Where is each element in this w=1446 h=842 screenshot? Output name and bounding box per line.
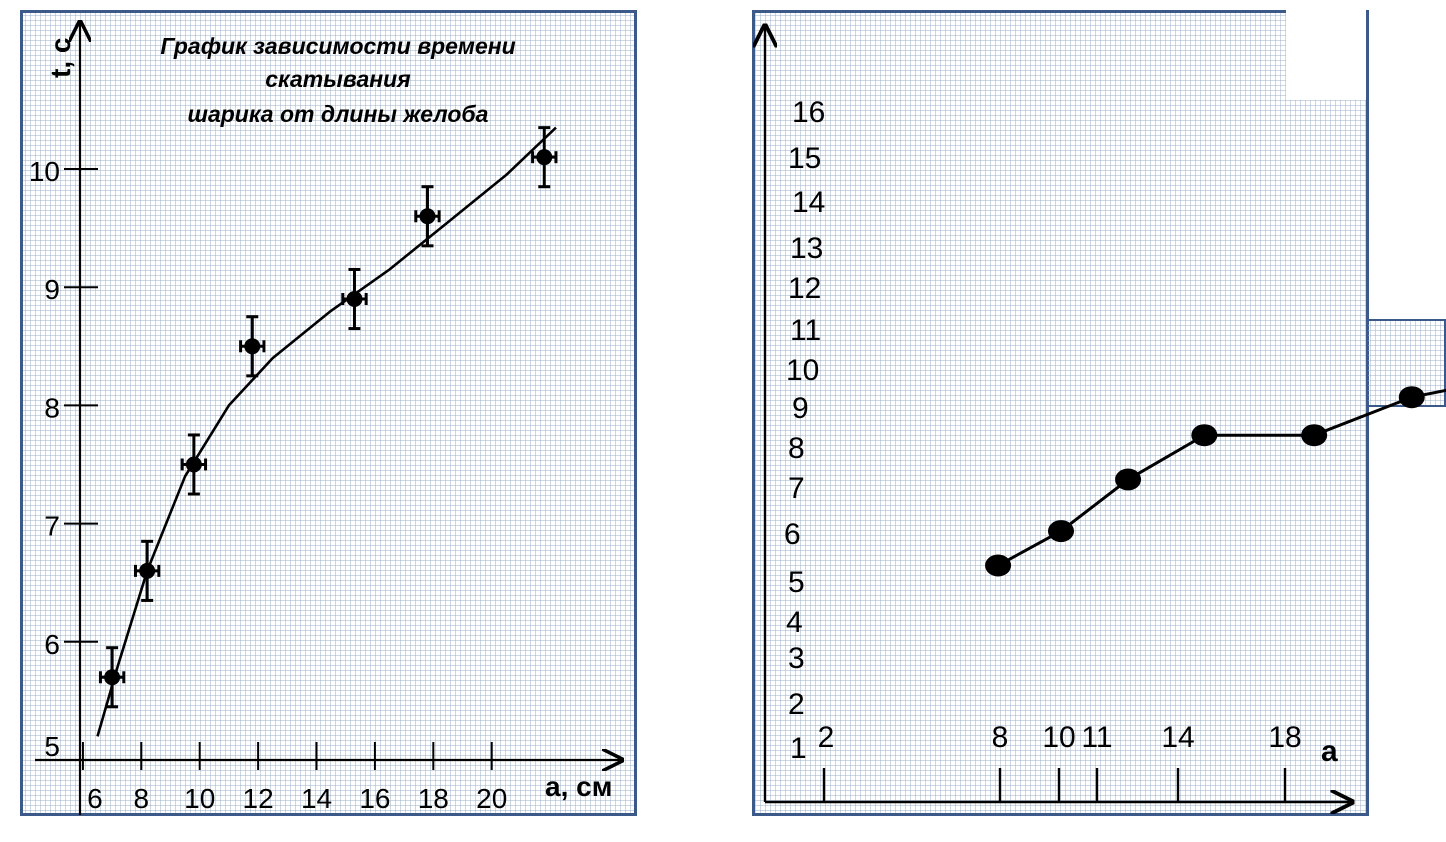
right-y-tick-label: 4 bbox=[786, 606, 803, 639]
right-y-tick-label: 2 bbox=[788, 688, 805, 721]
right-data-point bbox=[1191, 424, 1218, 447]
left-x-tick-label: 18 bbox=[418, 783, 449, 814]
right-data-point bbox=[1115, 468, 1142, 491]
blank-label-box bbox=[1286, 8, 1366, 100]
left-y-tick-label: 6 bbox=[44, 629, 60, 660]
right-x-tick-label: 10 bbox=[1042, 721, 1075, 754]
left-data-point bbox=[346, 291, 363, 308]
left-x-axis-label: a, см bbox=[545, 771, 612, 802]
left-chart-title-line: шарика от длины желоба bbox=[188, 101, 489, 127]
right-x-tick-label: 11 bbox=[1081, 721, 1112, 754]
right-y-tick-label: 5 bbox=[788, 566, 805, 599]
right-y-tick-label: 7 bbox=[788, 472, 805, 505]
right-y-tick-label: 10 bbox=[786, 354, 819, 387]
right-x-tick-label: 2 bbox=[818, 721, 835, 754]
left-data-point bbox=[139, 562, 156, 579]
right-x-tick-label: 18 bbox=[1268, 721, 1301, 754]
left-chart-panel bbox=[20, 10, 637, 816]
right-data-point bbox=[985, 554, 1012, 577]
right-y-tick-label: 9 bbox=[792, 392, 809, 425]
left-y-tick-label: 9 bbox=[44, 274, 60, 305]
right-data-point bbox=[1048, 520, 1074, 543]
left-data-point bbox=[104, 669, 121, 686]
left-data-point bbox=[185, 456, 202, 473]
right-y-tick-label: 16 bbox=[792, 96, 825, 129]
right-y-tick-label: 1 bbox=[790, 732, 807, 765]
left-x-tick-label: 16 bbox=[359, 783, 390, 814]
left-y-tick-label: 7 bbox=[44, 511, 60, 542]
right-y-tick-label: 6 bbox=[784, 518, 801, 551]
right-y-tick-label: 3 bbox=[788, 642, 805, 675]
left-x-tick-label: 14 bbox=[301, 783, 332, 814]
left-x-tick-label: 8 bbox=[134, 783, 150, 814]
left-data-point bbox=[419, 208, 436, 225]
left-x-tick-label: 12 bbox=[243, 783, 274, 814]
right-x-tick-label: 8 bbox=[992, 721, 1009, 754]
left-chart-title-line: График зависимости времени bbox=[160, 33, 515, 59]
left-data-point bbox=[536, 149, 553, 166]
right-y-tick-label: 14 bbox=[792, 186, 825, 219]
left-fit-curve bbox=[96, 126, 557, 737]
left-y-tick-label: 8 bbox=[44, 392, 60, 423]
right-y-tick-label: 8 bbox=[788, 432, 805, 465]
right-grid-background bbox=[755, 13, 1366, 813]
right-y-tick-label: 12 bbox=[788, 272, 821, 305]
left-grid-background bbox=[23, 13, 634, 813]
right-x-tick-label: 14 bbox=[1161, 721, 1194, 754]
right-data-point bbox=[1301, 424, 1328, 447]
right-y-tick-label: 15 bbox=[788, 142, 821, 175]
left-x-tick-label: 20 bbox=[476, 783, 507, 814]
right-y-tick-label: 11 bbox=[790, 314, 821, 347]
left-y-axis-label: t, с bbox=[45, 38, 76, 78]
right-data-point bbox=[1398, 386, 1425, 409]
left-x-tick-label: 10 bbox=[184, 783, 215, 814]
right-x-axis-label: a bbox=[1321, 735, 1338, 768]
left-y-tick-label: 10 bbox=[29, 156, 60, 187]
left-y-tick-label: 5 bbox=[44, 731, 60, 762]
left-data-point bbox=[244, 338, 261, 355]
left-chart-title-line: скатывания bbox=[265, 66, 411, 92]
right-y-tick-label: 13 bbox=[790, 232, 823, 265]
left-x-tick-label: 6 bbox=[87, 783, 103, 814]
